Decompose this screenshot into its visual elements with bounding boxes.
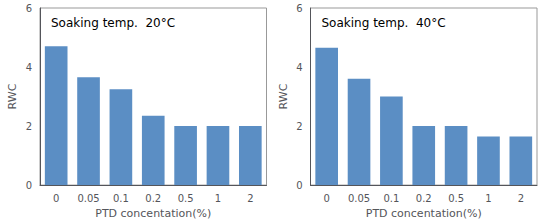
svg-text:0.05: 0.05: [348, 193, 370, 204]
svg-text:4: 4: [26, 62, 32, 73]
svg-text:2: 2: [247, 193, 253, 204]
svg-text:4: 4: [296, 62, 302, 73]
svg-text:0.2: 0.2: [145, 193, 161, 204]
svg-text:Soaking temp. 40°C: Soaking temp. 40°C: [322, 16, 446, 30]
svg-text:0: 0: [296, 180, 302, 191]
svg-text:2: 2: [26, 121, 32, 132]
svg-text:2: 2: [518, 193, 524, 204]
svg-text:0.2: 0.2: [416, 193, 432, 204]
svg-text:0: 0: [53, 193, 59, 204]
svg-text:Soaking temp. 20°C: Soaking temp. 20°C: [51, 16, 175, 30]
svg-text:6: 6: [296, 3, 302, 14]
svg-text:PTD concentation(%): PTD concentation(%): [366, 207, 482, 220]
svg-text:PTD concentation(%): PTD concentation(%): [95, 207, 211, 220]
svg-text:0.1: 0.1: [113, 193, 129, 204]
svg-text:1: 1: [485, 193, 491, 204]
svg-text:2: 2: [296, 121, 302, 132]
svg-text:0: 0: [26, 180, 32, 191]
svg-text:RWC: RWC: [277, 83, 290, 109]
svg-text:0.5: 0.5: [178, 193, 194, 204]
svg-text:0.1: 0.1: [383, 193, 399, 204]
svg-text:0.05: 0.05: [77, 193, 99, 204]
svg-text:6: 6: [26, 3, 32, 14]
svg-text:RWC: RWC: [6, 83, 19, 109]
svg-text:0.5: 0.5: [448, 193, 464, 204]
svg-text:0: 0: [323, 193, 329, 204]
svg-text:1: 1: [215, 193, 221, 204]
